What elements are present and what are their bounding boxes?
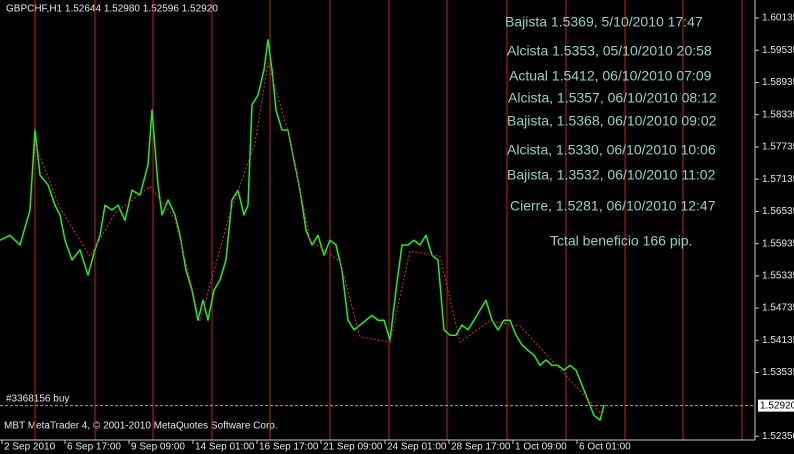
x-tick-label: 21 Sep 09:00	[323, 442, 383, 453]
y-tick-label: 1.59535	[762, 45, 794, 56]
x-tick-label: 9 Sep 09:00	[131, 442, 185, 453]
y-tick-label: 1.60135	[762, 13, 794, 24]
y-tick-label: 1.55935	[762, 238, 794, 249]
order-label: #3368156 buy	[6, 393, 69, 404]
price-line	[0, 39, 605, 421]
annotation: Bajista, 1.3532, 06/10/2010 11:02	[507, 167, 716, 183]
chart-title: GBPCHF,H1 1.52644 1.52980 1.52596 1.5292…	[6, 4, 218, 15]
annotation: Bajista, 1.5368, 06/10/2010 09:02	[507, 113, 717, 129]
annotation: Alcista 1.5353, 05/10/2010 20:58	[507, 43, 712, 59]
y-tick-label: 1.57135	[762, 174, 794, 185]
annotation: Actual 1.5412, 06/10/2010 07:09	[509, 68, 712, 84]
y-tick-label: 1.56535	[762, 206, 794, 217]
annotation: Bajista 1.5369, 5/10/2010 17:47	[505, 14, 703, 30]
annotation: Alcista, 1.5330, 06/10/2010 10:06	[507, 142, 716, 158]
y-tick-label: 1.55335	[762, 271, 794, 282]
footer: MBT MetaTrader 4, © 2001-2010 MetaQuotes…	[4, 421, 278, 432]
y-tick-label: 1.57735	[762, 142, 794, 153]
y-tick-label: 1.58335	[762, 109, 794, 120]
x-tick-label: 6 Oct 01:00	[579, 442, 631, 453]
annotation: Cierre, 1.5281, 06/10/2010 12:47	[510, 198, 716, 214]
current-price-label: 1.52920	[760, 400, 794, 411]
annotation: Alcista, 1.5357, 06/10/2010 08:12	[508, 90, 717, 106]
x-tick-label: 6 Sep 17:00	[67, 442, 121, 453]
y-tick-label: 1.54135	[762, 335, 794, 346]
y-tick-label: 1.58935	[762, 77, 794, 88]
x-tick-label: 14 Sep 01:00	[195, 442, 255, 453]
y-tick-label: 1.53535	[762, 367, 794, 378]
x-tick-label: 24 Sep 01:00	[387, 442, 447, 453]
current-price-box	[758, 399, 794, 412]
x-tick-label: 28 Sep 17:00	[451, 442, 511, 453]
annotation: Tctal beneficio 166 pip.	[550, 233, 692, 249]
x-tick-label: 16 Sep 17:00	[259, 442, 319, 453]
y-tick-label: 1.54735	[762, 303, 794, 314]
x-tick-label: 1 Oct 09:00	[515, 442, 567, 453]
y-tick-label: 1.52350	[762, 431, 794, 442]
x-tick-label: 2 Sep 2010	[4, 442, 56, 453]
price-line	[34, 62, 605, 418]
